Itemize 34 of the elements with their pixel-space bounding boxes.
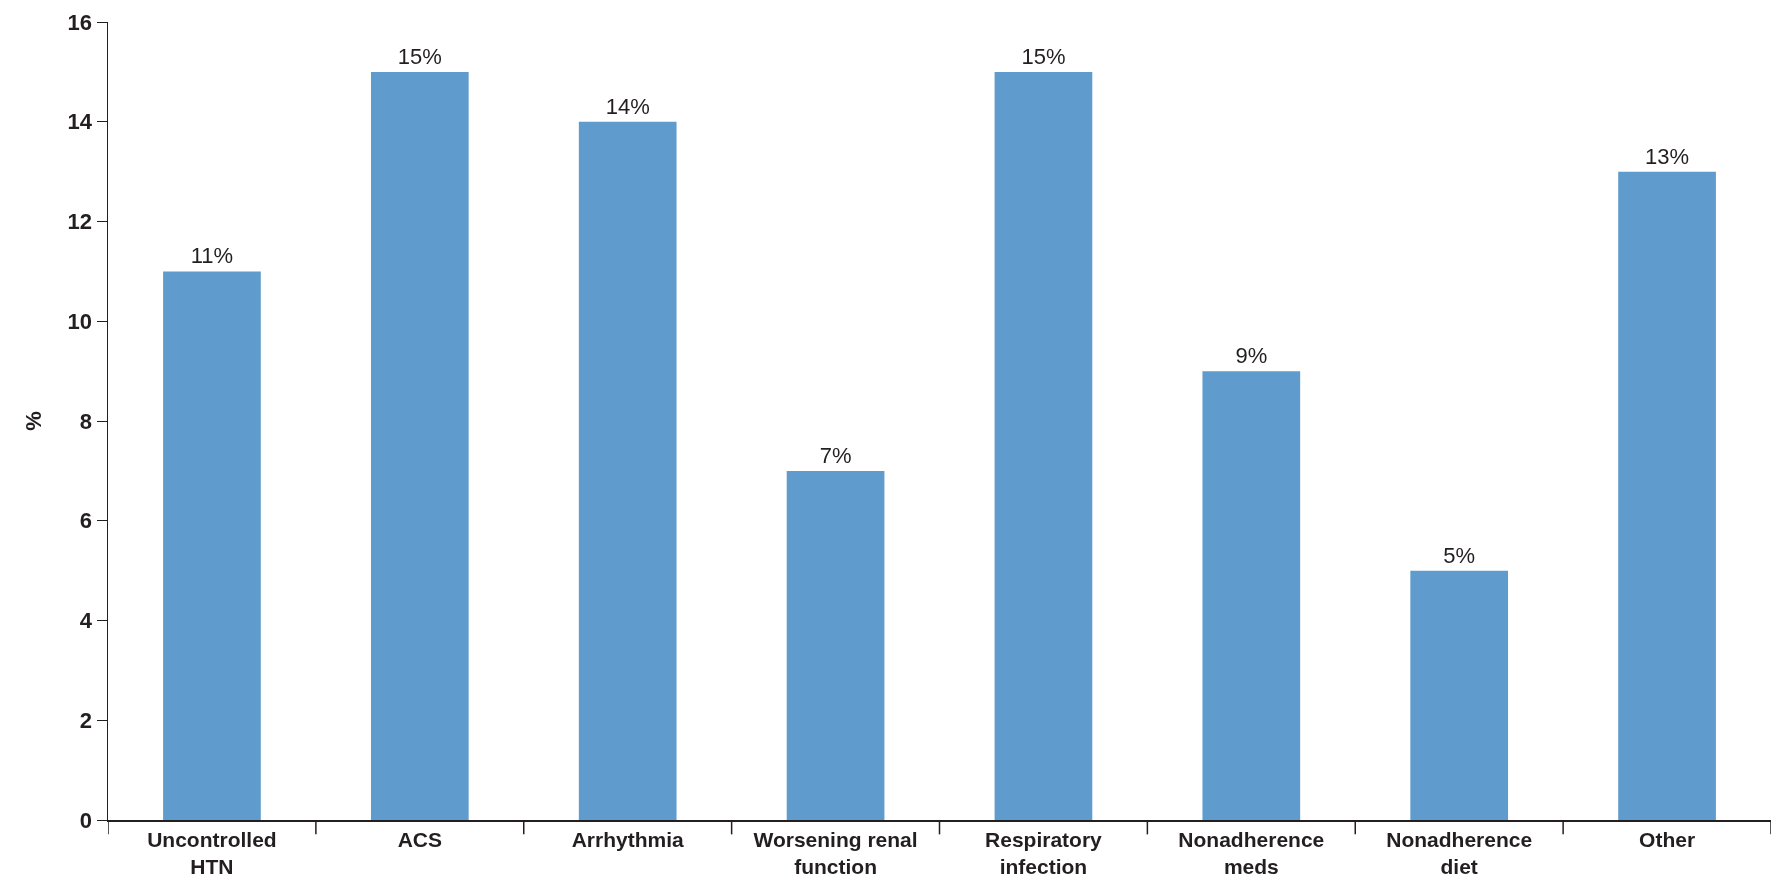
bar bbox=[994, 71, 1093, 820]
x-tick-label: Nonadherence meds bbox=[1178, 827, 1325, 878]
bar bbox=[370, 71, 469, 820]
y-tick-label: 0 bbox=[79, 807, 93, 833]
data-label: 14% bbox=[605, 93, 650, 119]
data-label: 11% bbox=[190, 243, 234, 269]
x-tick-label: Uncontrolled HTN bbox=[147, 827, 277, 878]
data-label: 5% bbox=[1443, 542, 1476, 568]
y-tick-label: 10 bbox=[67, 308, 93, 334]
y-tick-label: 14 bbox=[67, 109, 93, 135]
data-label: 9% bbox=[1235, 343, 1268, 369]
data-label: 13% bbox=[1645, 143, 1690, 169]
y-axis-title: % bbox=[20, 411, 46, 431]
data-label: 15% bbox=[397, 43, 442, 69]
y-tick-label: 8 bbox=[79, 408, 93, 434]
bar bbox=[1618, 171, 1716, 820]
x-tick-label: Other bbox=[1639, 827, 1696, 851]
data-label: 7% bbox=[819, 442, 852, 468]
y-tick-label: 2 bbox=[79, 707, 93, 733]
bar bbox=[1410, 570, 1509, 820]
bar bbox=[1202, 371, 1301, 820]
y-tick-label: 4 bbox=[79, 608, 93, 634]
bar bbox=[578, 121, 677, 820]
data-label: 15% bbox=[1021, 43, 1066, 69]
x-tick-label: Respiratory infection bbox=[985, 827, 1103, 878]
y-tick-label: 16 bbox=[67, 9, 93, 35]
bar bbox=[163, 271, 261, 820]
y-tick-label: 12 bbox=[67, 209, 93, 235]
x-tick-label: Arrhythmia bbox=[571, 827, 685, 851]
x-tick-label: Worsening renal function bbox=[753, 827, 918, 878]
y-tick-label: 6 bbox=[79, 508, 93, 534]
x-tick-label: Nonadherence diet bbox=[1386, 827, 1533, 878]
bar bbox=[786, 470, 885, 820]
x-tick-label: ACS bbox=[397, 827, 442, 851]
